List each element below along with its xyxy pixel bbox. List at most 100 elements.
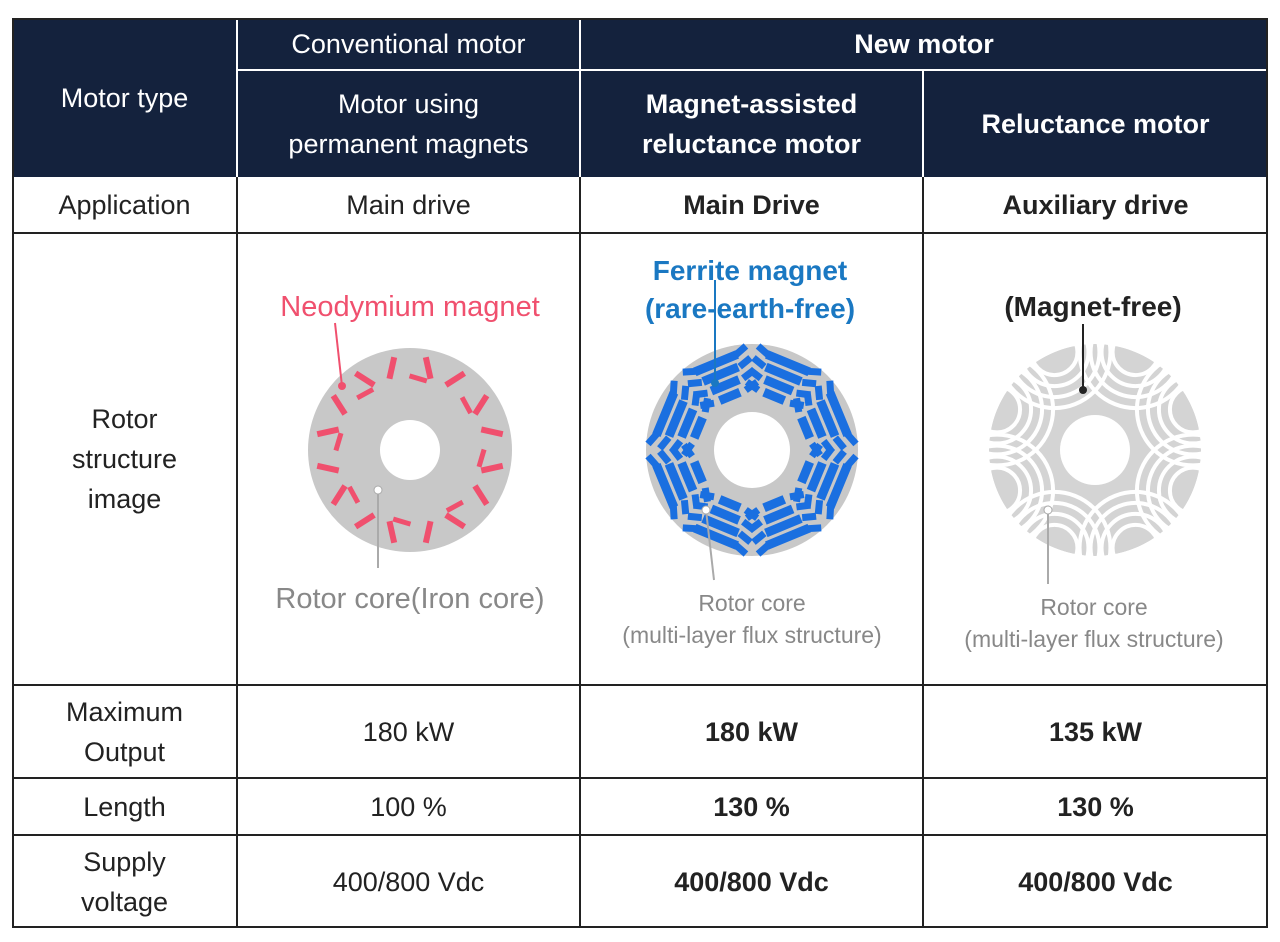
ferrite-magnet (816, 462, 840, 501)
flux-barrier (1156, 454, 1229, 527)
ferrite-magnet (755, 542, 771, 557)
ferrite-magnet (744, 379, 761, 393)
header-new-motor: New motor (580, 18, 1268, 70)
ferrite-magnet (664, 462, 688, 501)
divider (237, 69, 1268, 71)
ferrite-magnet (690, 460, 707, 485)
ferrite-magnet (762, 388, 787, 405)
rotor-core-label-1: Rotor core(Iron core) (275, 583, 545, 615)
ferrite-magnet (709, 504, 741, 525)
ferrite-magnet (717, 495, 742, 512)
ferrite-magnet (751, 530, 767, 545)
border (12, 18, 14, 928)
neodymium-magnet (386, 356, 398, 380)
ferrite-magnet (669, 439, 684, 455)
ferrite-magnet (645, 453, 660, 469)
application-col3: Auxiliary drive (1002, 190, 1189, 220)
header-motor-type: Motor type (12, 18, 237, 177)
ferrite-magnet (669, 380, 678, 395)
ferrite-magnet (699, 399, 715, 409)
ferrite-magnet (751, 355, 767, 370)
ferrite-magnet (677, 461, 698, 493)
ferrite-magnet (687, 512, 703, 522)
divider (579, 18, 581, 177)
flux-barrier (1088, 305, 1183, 400)
neodymium-magnet (476, 448, 487, 468)
flux-barrier (972, 465, 1023, 516)
neodymium-magnet (386, 520, 398, 544)
row-label-rotor: Rotor structure image (71, 404, 178, 514)
ferrite-magnet (764, 514, 803, 538)
ferrite-magnet (764, 362, 803, 386)
flux-barrier (1145, 443, 1240, 538)
ferrite-magnet (652, 391, 679, 437)
flux-barrier (1110, 327, 1161, 378)
ferrite-magnet (709, 375, 741, 396)
border (12, 926, 1268, 928)
rotor-core-label-2: Rotor core (698, 590, 806, 616)
flux-barrier (1145, 362, 1240, 457)
neodymium-magnet (330, 484, 348, 507)
ferrite-magnet (733, 343, 749, 358)
header-conventional: Conventional motor (237, 18, 580, 70)
ferrite-magnet (825, 391, 852, 437)
ferrite-magnet (664, 399, 688, 438)
neodymium-magnet (480, 462, 504, 474)
neodymium-magnet (445, 499, 464, 513)
ferrite-magnet (801, 512, 817, 522)
ferrite-magnet (844, 453, 859, 469)
ferrite-magnet (806, 461, 827, 493)
ferrite-magnet (825, 463, 852, 509)
ferrite-magnet (733, 542, 749, 557)
neodymium-magnet (356, 387, 375, 401)
divider (12, 684, 1268, 686)
leader-line (334, 322, 343, 387)
ferrite-magnet (737, 355, 753, 370)
leader-dot (373, 485, 383, 495)
ferrite-magnet (789, 491, 805, 501)
leader-dot (701, 505, 711, 515)
ferrite-magnet (681, 441, 695, 458)
row-label-max-output: Maximum Output (65, 696, 183, 767)
leader-dot (711, 379, 719, 387)
ferrite-magnet (832, 449, 847, 465)
ferrite-magnet (693, 523, 739, 550)
ferrite-magnet (701, 487, 711, 503)
ferrite-magnet (693, 350, 739, 377)
flux-barrier (1029, 327, 1080, 378)
rotor-bore (380, 420, 440, 480)
divider (12, 232, 1268, 234)
ferrite-magnet (669, 505, 678, 520)
magnet-free-label: (Magnet-free) (1004, 291, 1182, 322)
rotor-core-label-2-sub: (multi-layer flux structure) (622, 622, 882, 648)
flux-barrier (1167, 465, 1218, 516)
ferrite-magnet (807, 367, 822, 376)
ferrite-magnet (763, 375, 795, 396)
neodymium-magnet (353, 512, 376, 530)
ferrite-label: Ferrite magnet (652, 255, 848, 286)
ferrite-magnet (737, 530, 753, 545)
leader-dot (1079, 386, 1087, 394)
ferrite-magnet (743, 507, 760, 521)
flux-barrier (961, 454, 1034, 527)
flux-barrier (1029, 522, 1080, 573)
neodymium-magnet (408, 373, 428, 384)
rotor-images (308, 280, 1251, 606)
flux-barrier (1007, 500, 1102, 595)
neodymium-magnet (333, 432, 344, 452)
length-col3: 130 % (1057, 791, 1134, 822)
neodymium-magnet (392, 516, 412, 527)
application-col2: Main Drive (683, 190, 820, 220)
row-label-supply-voltage: Supply voltage (80, 846, 169, 917)
length-col2: 130 % (713, 791, 790, 822)
row-label-application: Application (58, 190, 191, 220)
ferrite-magnet (826, 505, 835, 520)
flux-barrier (1134, 351, 1251, 468)
flux-barrier (1077, 489, 1194, 606)
neodymium-magnet (422, 356, 434, 380)
ferrite-magnet (690, 415, 707, 440)
ferrite-magnet (682, 524, 697, 533)
ferrite-magnet (682, 367, 697, 376)
rotor-core-label-3-sub: (multi-layer flux structure) (964, 626, 1224, 652)
ferrite-magnet (691, 493, 701, 509)
